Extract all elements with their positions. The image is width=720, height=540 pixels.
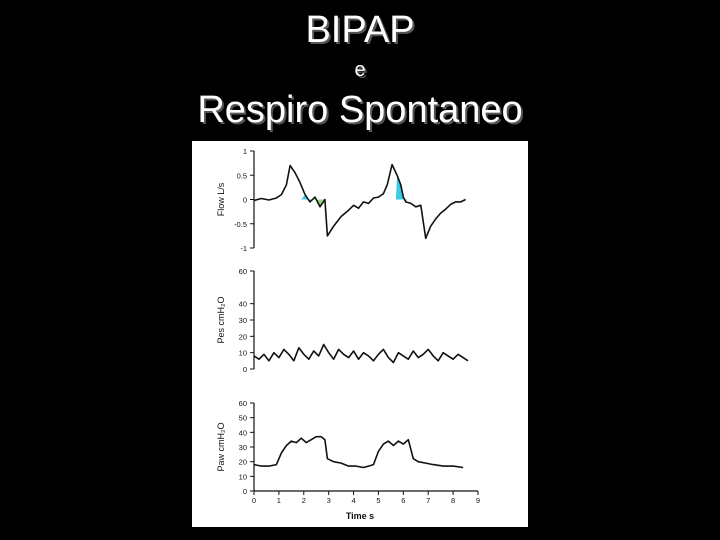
y-tick-label: 10 <box>239 472 247 481</box>
y-axis-label: Pes cmH₂O <box>216 297 226 344</box>
waveform-figure: 1 0.5 0 -0.5 -1 Flow L/s 60 40 30 20 10 0 Pes cmH₂O 6… <box>192 141 528 527</box>
y-tick-label: 1 <box>243 147 247 156</box>
y-tick-label: -1 <box>240 244 247 253</box>
x-tick-label: 1 <box>277 496 281 505</box>
x-tick-label: 3 <box>327 496 331 505</box>
y-tick-label: -0.5 <box>234 220 247 229</box>
y-tick-label: 20 <box>239 332 247 341</box>
x-tick-label: 7 <box>426 496 430 505</box>
y-tick-label: 0 <box>243 196 247 205</box>
y-tick-label: 20 <box>239 458 247 467</box>
y-tick-label: 0 <box>243 487 247 496</box>
x-tick-label: 0 <box>252 496 256 505</box>
x-tick-label: 5 <box>376 496 380 505</box>
y-tick-label: 0.5 <box>237 171 247 180</box>
x-axis-label: Time s <box>346 511 374 521</box>
slide-title-connector: e <box>354 59 366 81</box>
slide-title: BIPAP <box>305 9 415 51</box>
y-tick-label: 40 <box>239 428 247 437</box>
y-axis-label: Paw cmH₂O <box>216 423 226 472</box>
y-tick-label: 30 <box>239 316 247 325</box>
y-tick-label: 0 <box>243 365 247 374</box>
y-tick-label: 30 <box>239 443 247 452</box>
series-line <box>253 343 469 364</box>
series-line <box>253 435 464 469</box>
y-tick-label: 50 <box>239 414 247 423</box>
x-tick-label: 4 <box>351 496 355 505</box>
y-axis-label: Flow L/s <box>216 182 226 216</box>
y-tick-label: 60 <box>239 399 247 408</box>
series-line <box>253 163 466 240</box>
y-tick-label: 40 <box>239 300 247 309</box>
x-tick-label: 8 <box>451 496 455 505</box>
x-tick-label: 6 <box>401 496 405 505</box>
y-tick-label: 10 <box>239 349 247 358</box>
x-tick-label: 2 <box>302 496 306 505</box>
x-tick-label: 9 <box>476 496 480 505</box>
slide-subtitle: Respiro Spontaneo <box>197 89 523 131</box>
y-tick-label: 60 <box>239 267 247 276</box>
